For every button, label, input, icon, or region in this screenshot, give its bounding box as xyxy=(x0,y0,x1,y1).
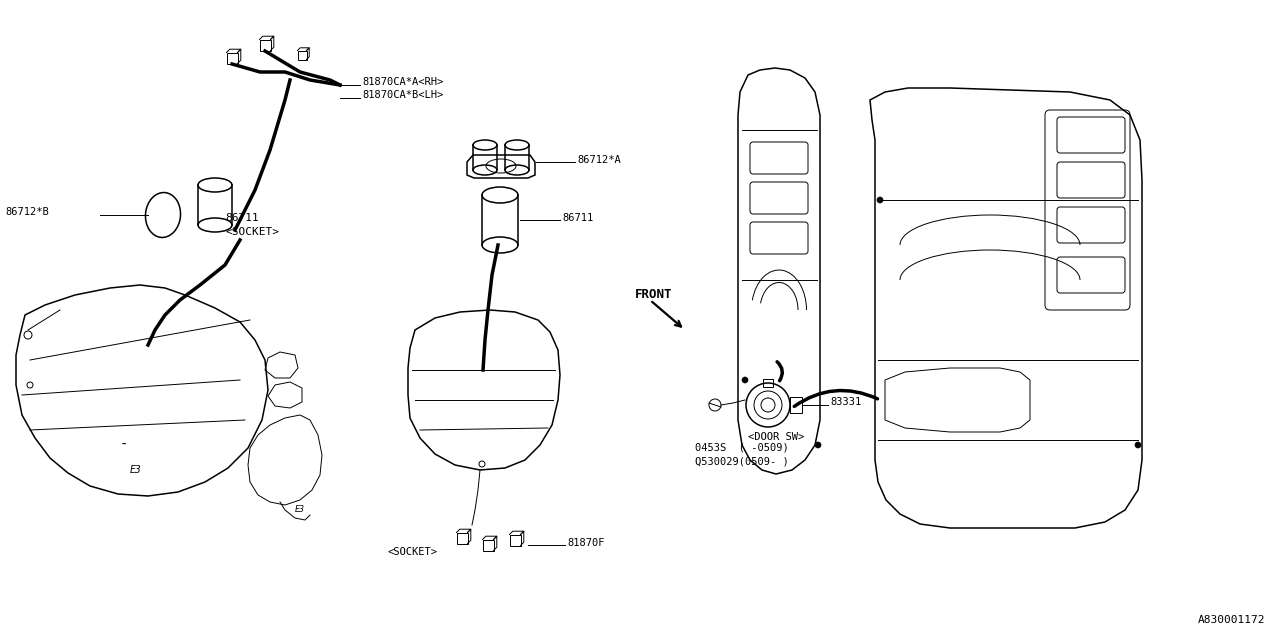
Text: -: - xyxy=(120,438,128,452)
Text: <SOCKET>: <SOCKET> xyxy=(225,227,279,237)
Circle shape xyxy=(1135,442,1140,448)
Text: Q530029(0509- ): Q530029(0509- ) xyxy=(695,457,788,467)
Text: 86712*A: 86712*A xyxy=(577,155,621,165)
Bar xyxy=(763,379,773,387)
Circle shape xyxy=(877,197,883,203)
Bar xyxy=(790,397,803,413)
Text: 86711: 86711 xyxy=(562,213,593,223)
Text: 81870CA*A<RH>: 81870CA*A<RH> xyxy=(362,77,443,87)
Text: 0453S  ( -0509): 0453S ( -0509) xyxy=(695,443,788,453)
Text: E3: E3 xyxy=(131,465,142,475)
Circle shape xyxy=(815,442,820,448)
Text: 83331: 83331 xyxy=(829,397,861,407)
Text: <SOCKET>: <SOCKET> xyxy=(388,547,438,557)
Text: <DOOR SW>: <DOOR SW> xyxy=(748,432,804,442)
Circle shape xyxy=(742,377,748,383)
Text: A830001172: A830001172 xyxy=(1198,615,1265,625)
Text: E3: E3 xyxy=(294,506,305,515)
Text: 81870CA*B<LH>: 81870CA*B<LH> xyxy=(362,90,443,100)
Text: 81870F: 81870F xyxy=(567,538,604,548)
Text: 86712*B: 86712*B xyxy=(5,207,49,217)
Text: FRONT: FRONT xyxy=(635,289,672,301)
Text: 86711: 86711 xyxy=(225,213,259,223)
